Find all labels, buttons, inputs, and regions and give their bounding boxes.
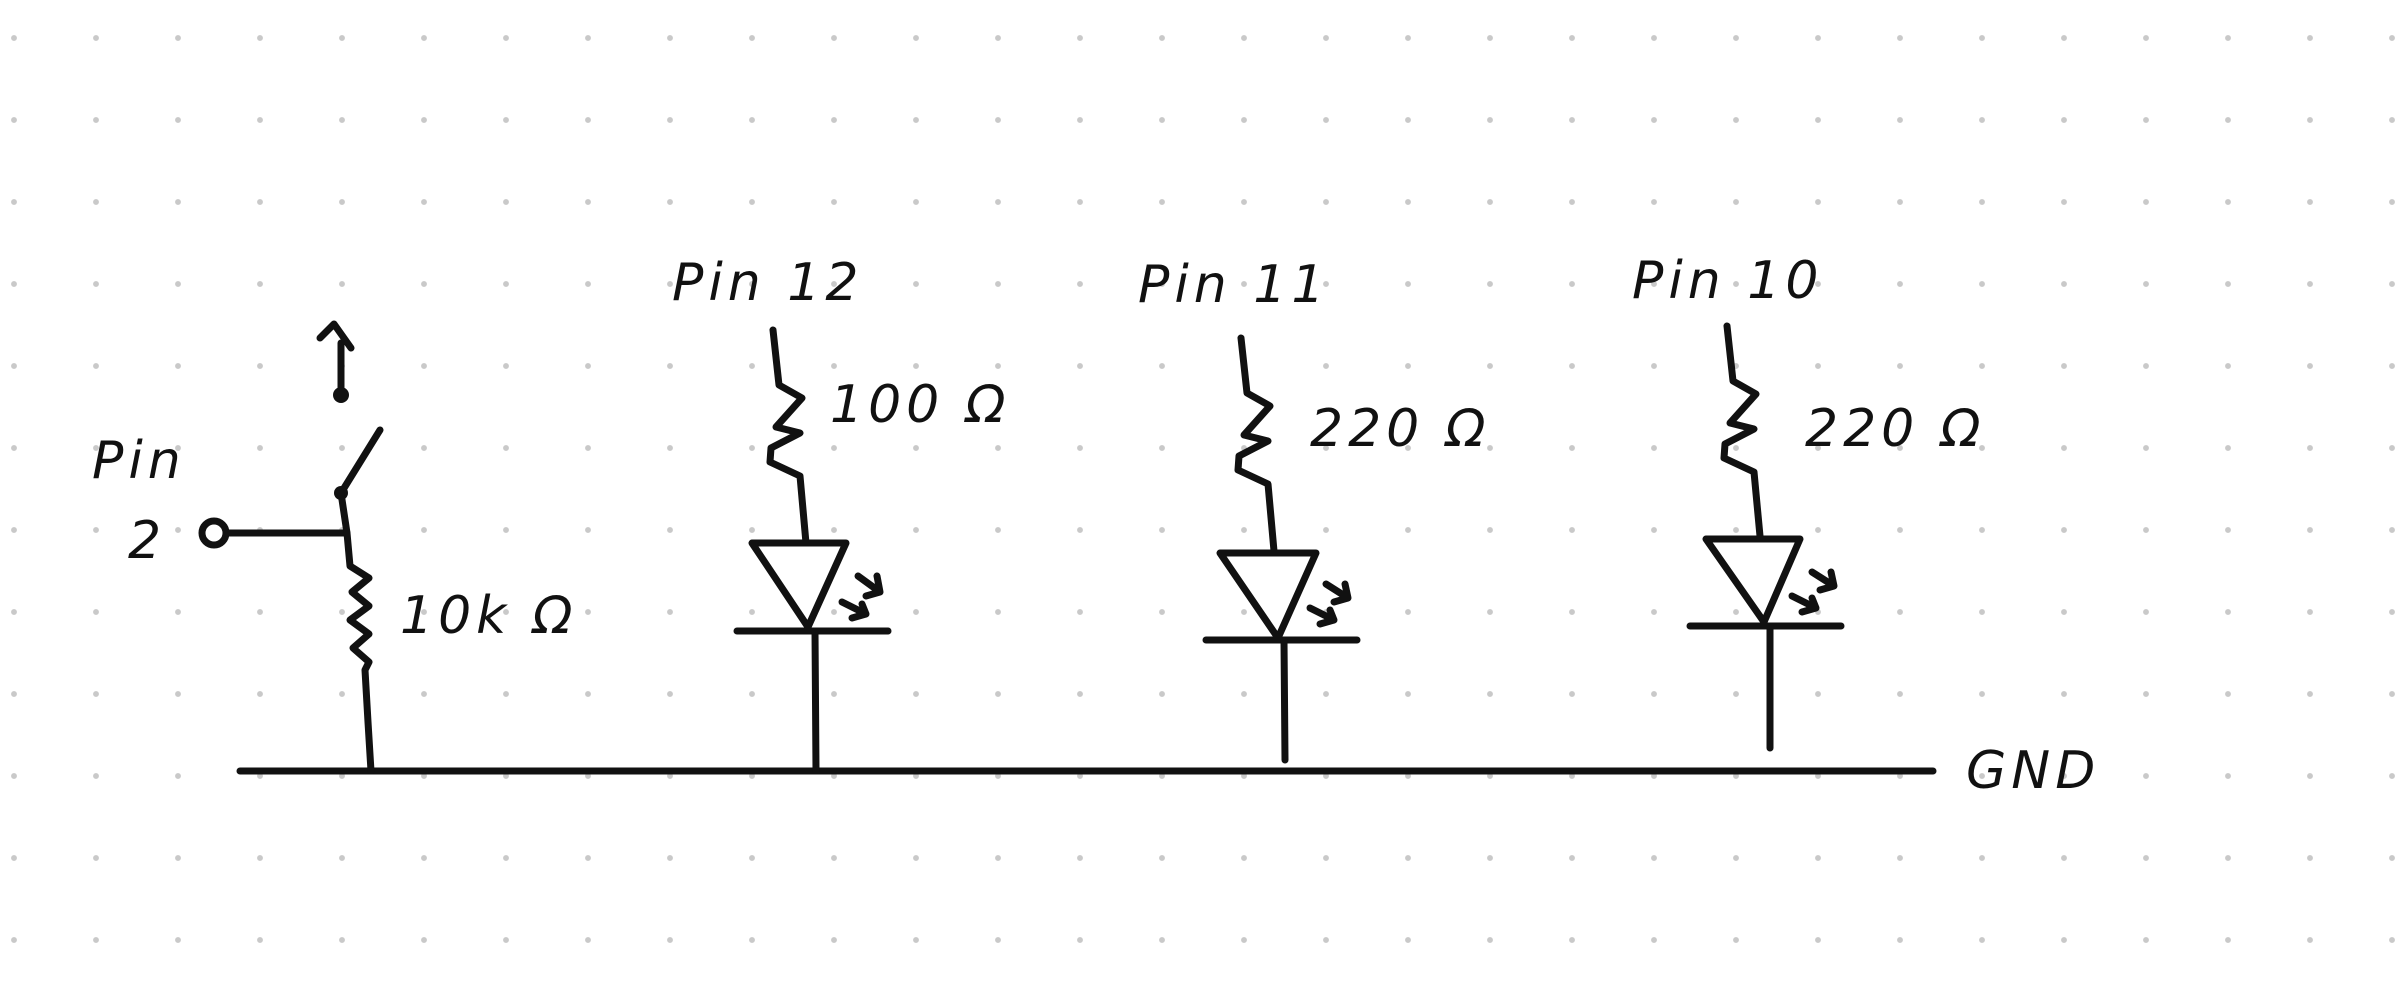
pin12-led-light-icon	[838, 572, 884, 622]
pulldown-resistor-label: 10k Ω	[400, 586, 578, 646]
pin2-input-terminal[interactable]	[198, 517, 230, 549]
pin10-led-light-icon	[1788, 568, 1838, 616]
pin11-label: Pin 11	[1138, 255, 1329, 315]
pin11-ground-wire	[1280, 636, 1289, 764]
pin11-led-triangle	[1216, 549, 1320, 642]
pin10-resistor-label: 220 Ω	[1805, 399, 1986, 459]
pin11-resistor-label: 220 Ω	[1310, 399, 1491, 459]
button-branch: Pin 2 10k Ω	[92, 320, 578, 775]
pin11-resistor	[1234, 334, 1278, 555]
pulldown-resistor	[337, 489, 375, 775]
led-branch-pin11: Pin 11 220 Ω	[1138, 255, 1491, 764]
pin10-label: Pin 10	[1632, 251, 1823, 311]
pin10-led-triangle	[1702, 535, 1804, 626]
led-branch-pin12: Pin 12 100 Ω	[672, 253, 1011, 775]
pin12-resistor	[766, 326, 810, 547]
pin2-label-number: 2	[128, 511, 166, 571]
switch-lever	[337, 426, 384, 497]
vcc-arrow-icon	[316, 320, 355, 396]
pin11-led-light-icon	[1306, 580, 1352, 628]
pin12-ground-wire	[811, 627, 820, 775]
pin10-resistor	[1720, 322, 1764, 540]
gnd-label: GND	[1966, 741, 2100, 801]
pin2-label-top: Pin	[92, 431, 186, 491]
switch-top-contact	[333, 387, 349, 403]
pin12-led-triangle	[748, 539, 850, 631]
pin12-label: Pin 12	[672, 253, 863, 313]
pin12-resistor-label: 100 Ω	[830, 375, 1011, 435]
led-branch-pin10: Pin 10 220 Ω	[1632, 251, 1986, 752]
